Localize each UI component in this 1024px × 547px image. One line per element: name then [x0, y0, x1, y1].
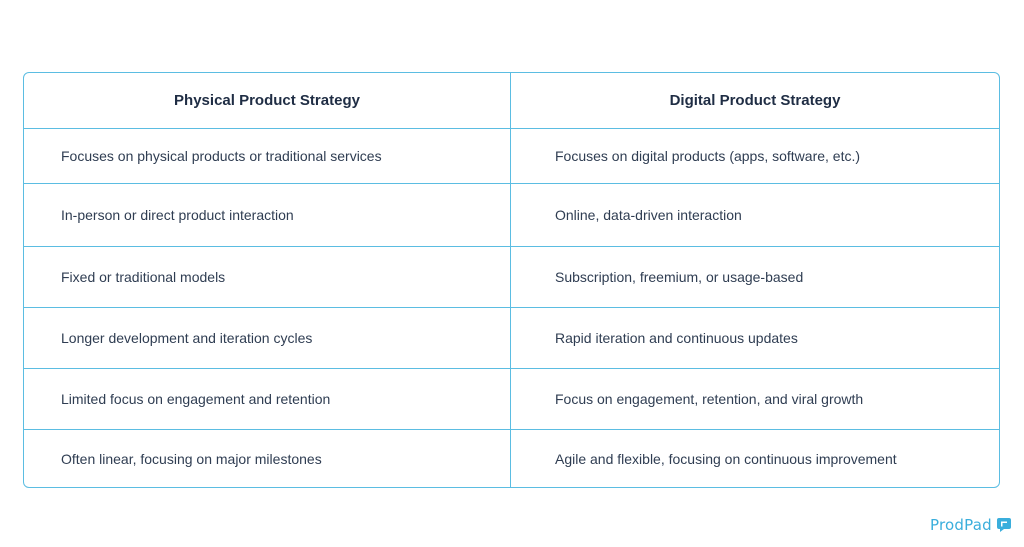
- comparison-table: Physical Product Strategy Digital Produc…: [23, 72, 1000, 488]
- physical-cell: Limited focus on engagement and retentio…: [24, 369, 511, 429]
- table-row: In-person or direct product interaction …: [24, 183, 999, 246]
- prodpad-logo: ProdPad: [930, 516, 1013, 534]
- digital-cell: Focuses on digital products (apps, softw…: [555, 148, 861, 164]
- header-physical-product-strategy: Physical Product Strategy: [24, 73, 511, 128]
- table-row: Longer development and iteration cycles …: [24, 307, 999, 368]
- digital-cell: Agile and flexible, focusing on continuo…: [555, 451, 897, 467]
- table-row: Often linear, focusing on major mileston…: [24, 429, 999, 487]
- table-row: Limited focus on engagement and retentio…: [24, 368, 999, 429]
- brand-name: ProdPad: [930, 516, 992, 534]
- header-digital-product-strategy: Digital Product Strategy: [669, 92, 841, 109]
- table-row: Fixed or traditional models Subscription…: [24, 246, 999, 307]
- physical-cell: In-person or direct product interaction: [24, 184, 511, 246]
- table-header-row: Physical Product Strategy Digital Produc…: [24, 73, 999, 128]
- table-row: Focuses on physical products or traditio…: [24, 128, 999, 183]
- prodpad-logo-icon: [996, 518, 1011, 532]
- physical-cell: Fixed or traditional models: [24, 247, 511, 307]
- digital-cell: Subscription, freemium, or usage-based: [555, 269, 804, 285]
- digital-cell: Online, data-driven interaction: [555, 207, 742, 223]
- digital-cell: Rapid iteration and continuous updates: [555, 330, 798, 346]
- physical-cell: Longer development and iteration cycles: [24, 308, 511, 368]
- digital-cell: Focus on engagement, retention, and vira…: [555, 391, 864, 407]
- physical-cell: Often linear, focusing on major mileston…: [24, 430, 511, 487]
- physical-cell: Focuses on physical products or traditio…: [24, 129, 511, 183]
